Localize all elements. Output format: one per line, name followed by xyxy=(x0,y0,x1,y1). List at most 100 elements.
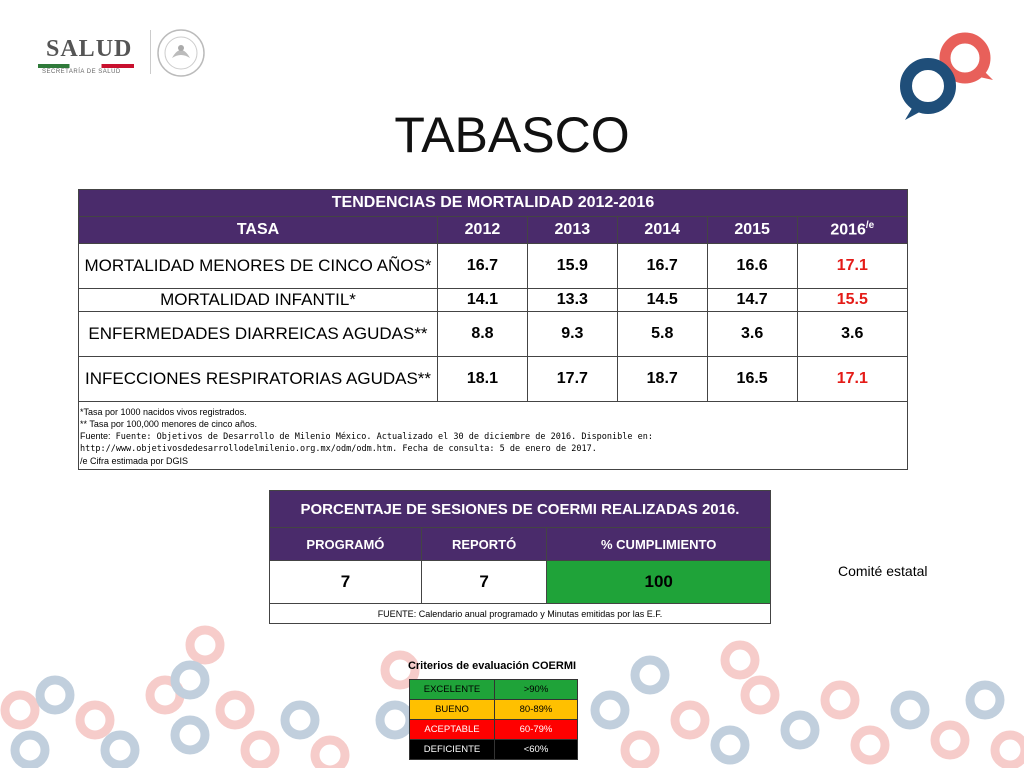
table-row: INFECCIONES RESPIRATORIAS AGUDAS** 18.1 … xyxy=(78,356,909,402)
criteria-legend-table: EXCELENTE >90% BUENO 80-89% ACEPTABLE 60… xyxy=(409,679,578,760)
decorative-bubble xyxy=(170,660,210,700)
cell-value: 3.6 xyxy=(796,311,909,357)
cell-value: 14.7 xyxy=(706,288,798,312)
row-label: INFECCIONES RESPIRATORIAS AGUDAS** xyxy=(78,356,438,402)
criteria-row: BUENO 80-89% xyxy=(409,699,578,720)
decorative-bubble xyxy=(720,640,760,680)
footnote-source: Fuente: Fuente: Objetivos de Desarrollo … xyxy=(80,431,653,442)
decorative-bubble xyxy=(740,675,780,715)
flag-stripe xyxy=(38,64,134,68)
cell-value: 16.6 xyxy=(706,243,798,289)
criteria-name: DEFICIENTE xyxy=(409,739,495,760)
decorative-bubble xyxy=(240,730,280,768)
row-label: MORTALIDAD MENORES DE CINCO AÑOS* xyxy=(78,243,438,289)
header-tasa: TASA xyxy=(78,216,438,244)
coermi-header-row: PROGRAMÓ REPORTÓ % CUMPLIMIENTO xyxy=(269,527,771,561)
criteria-row: EXCELENTE >90% xyxy=(409,679,578,700)
decorative-bubble xyxy=(75,700,115,740)
decorative-bubble xyxy=(890,690,930,730)
table-row: MORTALIDAD MENORES DE CINCO AÑOS* 16.7 1… xyxy=(78,243,909,289)
cell-value-highlight: 17.1 xyxy=(796,243,909,289)
coermi-table-caption: PORCENTAJE DE SESIONES DE COERMI REALIZA… xyxy=(269,490,771,528)
footnote-url: http://www.objetivosdedesarrollodelmilen… xyxy=(80,444,597,454)
salud-logo-subtitle: SECRETARÍA DE SALUD xyxy=(42,69,121,75)
cell-value: 14.1 xyxy=(437,288,528,312)
cell-value-highlight: 15.5 xyxy=(796,288,909,312)
decorative-bubble xyxy=(170,715,210,755)
criteria-range: >90% xyxy=(494,679,578,700)
decorative-bubble xyxy=(850,725,890,765)
footnote: ** Tasa por 100,000 menores de cinco año… xyxy=(80,419,257,429)
coermi-values-row: 7 7 100 xyxy=(269,560,771,604)
decorative-bubble xyxy=(990,730,1024,768)
decorative-bubble xyxy=(0,690,40,730)
criteria-row: ACEPTABLE 60-79% xyxy=(409,719,578,740)
decorative-bubble xyxy=(145,675,185,715)
footnote: *Tasa por 1000 nacidos vivos registrados… xyxy=(80,407,247,417)
criteria-range: 60-79% xyxy=(494,719,578,740)
coermi-sessions-table: PORCENTAJE DE SESIONES DE COERMI REALIZA… xyxy=(269,490,771,624)
header-2013: 2013 xyxy=(526,216,618,244)
criteria-name: BUENO xyxy=(409,699,495,720)
comite-label: Comité estatal xyxy=(838,563,928,579)
row-label: MORTALIDAD INFANTIL* xyxy=(78,288,438,312)
salud-logo: SALUD SECRETARÍA DE SALUD xyxy=(38,36,148,76)
decorative-bubble xyxy=(375,700,415,740)
cell-value: 16.7 xyxy=(616,243,708,289)
decorative-bubble xyxy=(620,730,660,768)
cell-value: 13.3 xyxy=(526,288,618,312)
cell-value: 5.8 xyxy=(616,311,708,357)
row-label: ENFERMEDADES DIARREICAS AGUDAS** xyxy=(78,311,438,357)
header-2016: 2016/e xyxy=(796,216,909,244)
header-reporto: REPORTÓ xyxy=(420,527,548,561)
decorative-bubble xyxy=(10,730,50,768)
footnote: /e Cifra estimada por DGIS xyxy=(80,456,189,466)
coermi-source: FUENTE: Calendario anual programado y Mi… xyxy=(269,603,771,624)
header-2012: 2012 xyxy=(437,216,528,244)
cell-value: 9.3 xyxy=(526,311,618,357)
mortality-table-caption: TENDENCIAS DE MORTALIDAD 2012-2016 xyxy=(78,189,908,217)
criteria-range: 80-89% xyxy=(494,699,578,720)
decorative-bubble xyxy=(590,690,630,730)
decorative-bubble xyxy=(670,700,710,740)
mortality-trends-table: TENDENCIAS DE MORTALIDAD 2012-2016 TASA … xyxy=(78,189,909,470)
value-cumplimiento: 100 xyxy=(546,560,771,604)
table-row: ENFERMEDADES DIARREICAS AGUDAS** 8.8 9.3… xyxy=(78,311,909,357)
cell-value: 18.1 xyxy=(437,356,528,402)
decorative-bubble xyxy=(710,725,750,765)
estimate-mark: /e xyxy=(865,220,875,232)
decorative-bubble xyxy=(965,680,1005,720)
cell-value: 17.7 xyxy=(526,356,618,402)
criteria-range: <60% xyxy=(494,739,578,760)
cell-value: 8.8 xyxy=(437,311,528,357)
decorative-bubble xyxy=(930,720,970,760)
decorative-bubble xyxy=(780,710,820,750)
cell-value: 15.9 xyxy=(526,243,618,289)
criteria-title: Criterios de evaluación COERMI xyxy=(407,660,577,672)
cell-value: 18.7 xyxy=(616,356,708,402)
cell-value: 16.7 xyxy=(437,243,528,289)
value-programo: 7 xyxy=(269,560,422,604)
decorative-bubble xyxy=(215,690,255,730)
decorative-bubble xyxy=(280,700,320,740)
header-programo: PROGRAMÓ xyxy=(269,527,422,561)
cell-value: 16.5 xyxy=(706,356,798,402)
value-reporto: 7 xyxy=(420,560,548,604)
cell-value: 14.5 xyxy=(616,288,708,312)
decorative-bubble xyxy=(185,625,225,665)
decorative-bubble xyxy=(630,655,670,695)
table-row: MORTALIDAD INFANTIL* 14.1 13.3 14.5 14.7… xyxy=(78,288,909,312)
cell-value-highlight: 17.1 xyxy=(796,356,909,402)
salud-logo-word: SALUD xyxy=(46,36,133,62)
header-2015: 2015 xyxy=(706,216,798,244)
decorative-bubble xyxy=(35,675,75,715)
criteria-name: EXCELENTE xyxy=(409,679,495,700)
cell-value: 3.6 xyxy=(706,311,798,357)
logo-divider xyxy=(150,30,151,74)
table-footnotes: *Tasa por 1000 nacidos vivos registrados… xyxy=(78,401,908,470)
brand-speech-bubbles-icon xyxy=(900,32,993,120)
decorative-bubble xyxy=(100,730,140,768)
header-2014: 2014 xyxy=(616,216,708,244)
decorative-bubble xyxy=(310,735,350,768)
criteria-row: DEFICIENTE <60% xyxy=(409,739,578,760)
